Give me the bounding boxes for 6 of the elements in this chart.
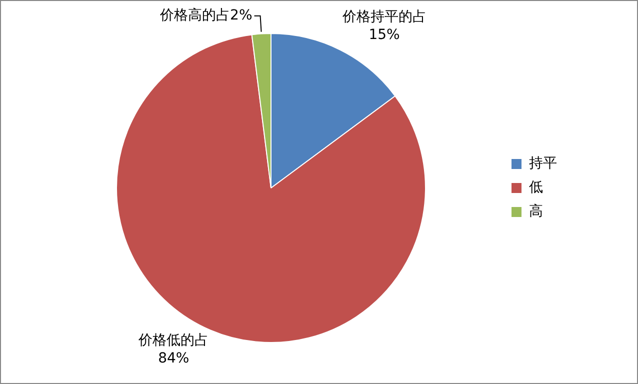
data-label: 价格持平的占 15% [341,9,426,44]
data-label: 价格低的占 84% [138,332,209,366]
legend-label: 持平 [529,156,557,172]
legend-label: 高 [529,204,543,220]
data-label: 价格高的占2% [159,7,252,24]
legend-label: 低 [529,180,543,196]
